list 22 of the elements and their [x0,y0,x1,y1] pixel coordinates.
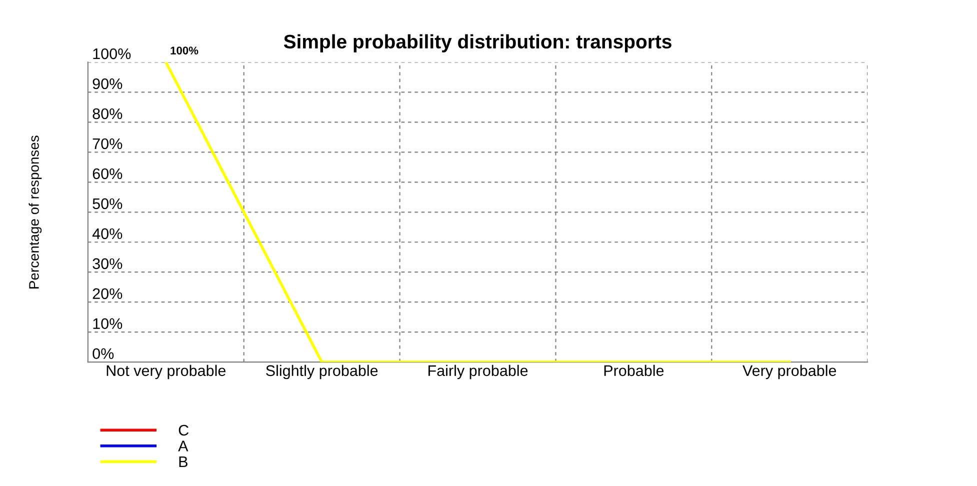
y-tick-label: 20% [92,288,122,300]
y-tick-label: 90% [92,78,122,90]
y-tick-label: 100% [93,48,131,60]
y-tick-label: 40% [92,228,122,240]
x-tick-label: Very probable [742,364,836,380]
y-tick-label: 80% [92,108,122,120]
y-tick-label: 30% [92,258,122,270]
y-tick-label: 0% [92,348,114,360]
x-tick-label: Probable [604,364,664,376]
y-tick-label: 50% [92,198,122,210]
chart-title: Simple probability distribution: transports [284,34,672,52]
legend-label: C [178,424,189,436]
data-label: 100% [170,46,198,54]
y-tick-label: 70% [92,138,122,150]
y-tick-label: 60% [92,168,122,180]
x-tick-label: Fairly probable [428,364,528,380]
y-tick-label: 10% [93,318,122,330]
x-tick-label: Slightly probable [266,364,378,380]
y-axis-title: Percentage of responses [28,136,42,288]
x-tick-label: Not very probable [106,364,226,380]
legend-label: B [179,456,188,468]
legend-label: A [178,440,188,452]
